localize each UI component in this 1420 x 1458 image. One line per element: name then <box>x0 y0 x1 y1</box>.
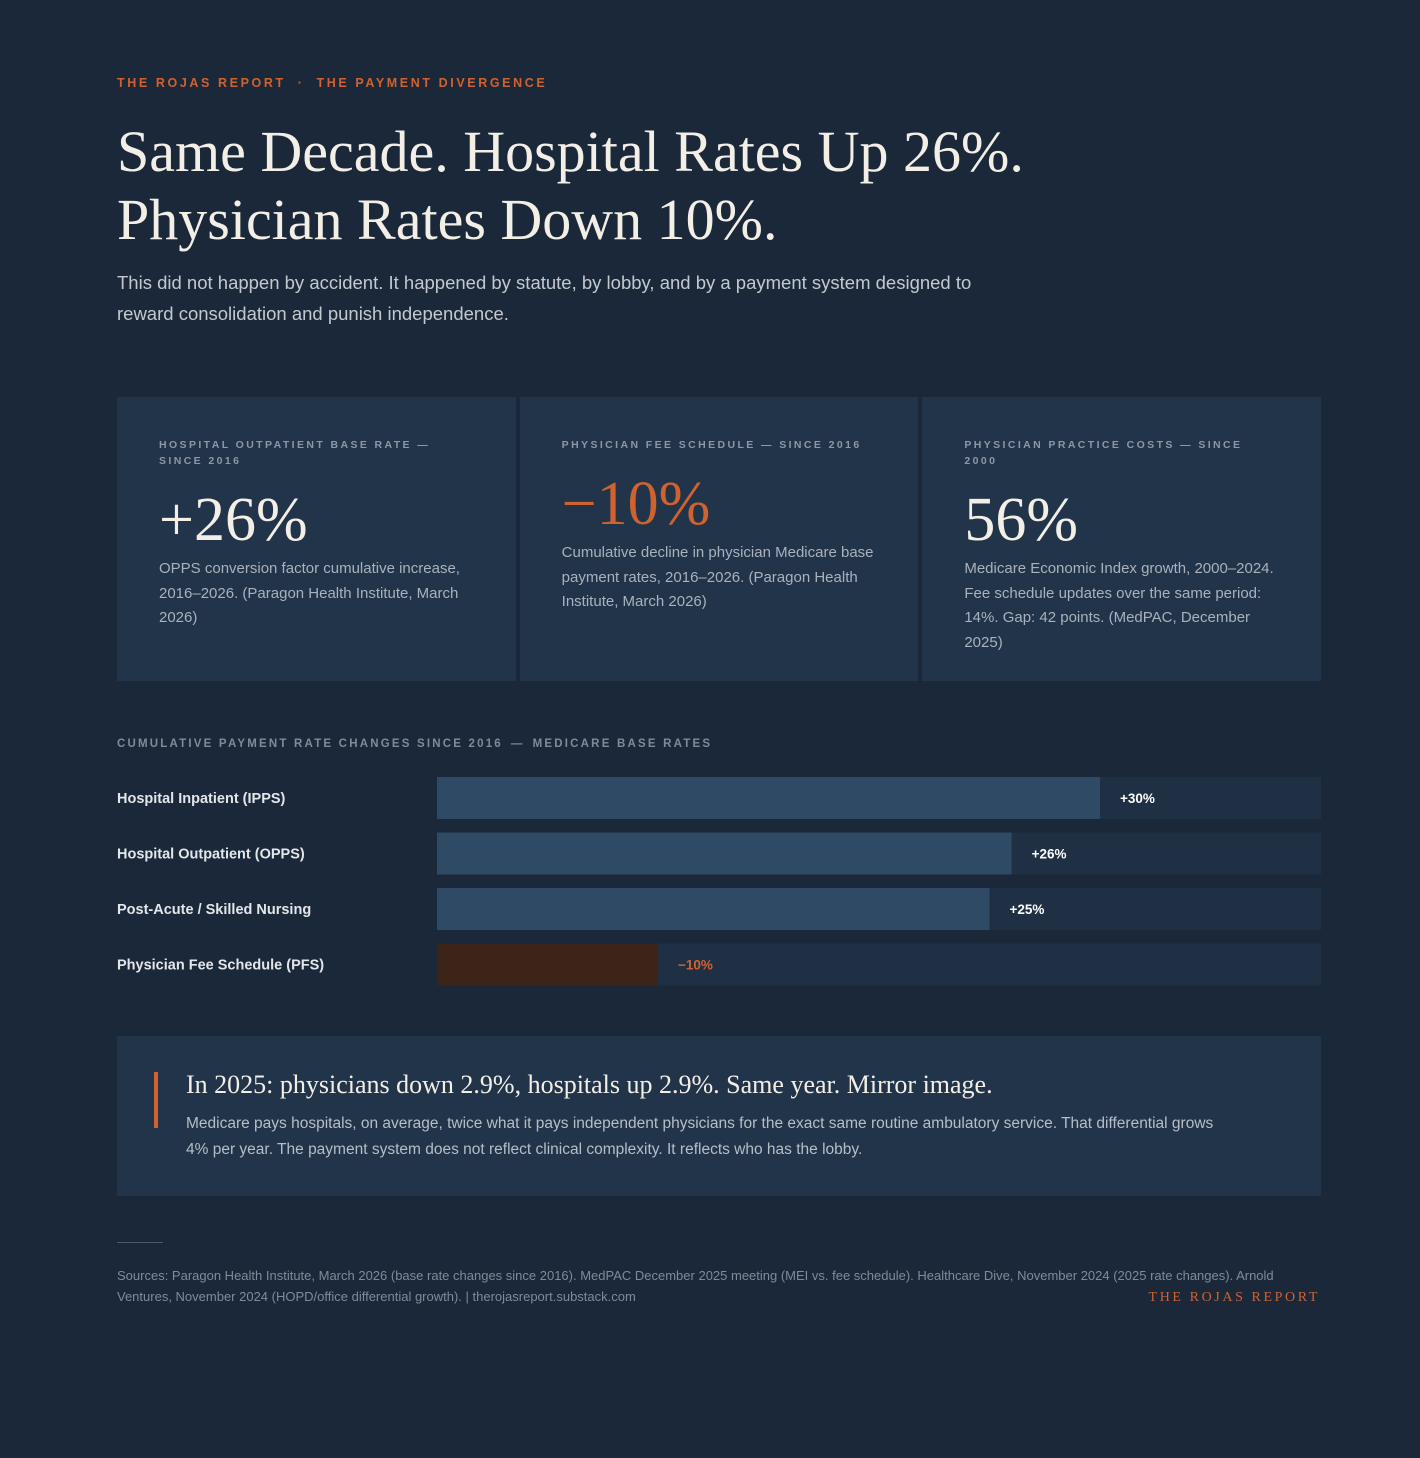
stat-card-practice-costs: PHYSICIAN PRACTICE COSTS — SINCE 2000 56… <box>922 397 1322 681</box>
kicker-separator: · <box>297 76 305 90</box>
chart-title: CUMULATIVE PAYMENT RATE CHANGES SINCE 20… <box>117 738 712 750</box>
sources-note: Sources: Paragon Health Institute, March… <box>117 1268 1274 1304</box>
bar-value <box>437 777 1100 819</box>
chart-title-sub: MEDICARE BASE RATES <box>532 738 713 750</box>
headline-line-2: Physician Rates Down 10%. <box>117 187 778 252</box>
callout-accent-rule <box>154 1072 158 1128</box>
bar-track <box>437 888 1321 930</box>
kicker-publication: THE ROJAS REPORT <box>117 76 286 90</box>
chart-title-dash: — <box>510 738 525 750</box>
brand-wordmark: THE ROJAS REPORT <box>1148 1290 1320 1305</box>
stat-description: Cumulative decline in physician Medicare… <box>561 544 874 610</box>
stat-value: −10% <box>561 470 711 538</box>
kicker-section: THE PAYMENT DIVERGENCE <box>316 76 548 90</box>
stat-label: PHYSICIAN FEE SCHEDULE — SINCE 2016 <box>561 439 862 451</box>
dek: This did not happen by accident. It happ… <box>117 272 972 324</box>
bar-track <box>437 943 1321 986</box>
stat-description: Medicare Economic Index growth, 2000–202… <box>964 560 1274 651</box>
bar-value-label: +26% <box>1032 847 1067 862</box>
bar-category-label: Post-Acute / Skilled Nursing <box>117 902 311 918</box>
kicker: THE ROJAS REPORT · THE PAYMENT DIVERGENCE <box>117 76 547 90</box>
bar-value <box>437 943 658 986</box>
stat-label: PHYSICIAN PRACTICE COSTS — SINCE 2000 <box>964 439 1243 467</box>
headline: Same Decade. Hospital Rates Up 26%. Phys… <box>117 118 1217 254</box>
stat-value: +26% <box>159 486 308 554</box>
stat-description: OPPS conversion factor cumulative increa… <box>159 560 460 626</box>
bar-value <box>437 832 1012 875</box>
bar-value-label: +25% <box>1010 902 1045 917</box>
bar-value <box>437 888 990 930</box>
callout-body: Medicare pays hospitals, on average, twi… <box>186 1115 1214 1158</box>
stat-cards: HOSPITAL OUTPATIENT BASE RATE — SINCE 20… <box>117 397 1322 681</box>
bar-value-label: +30% <box>1120 791 1155 806</box>
callout-box: In 2025: physicians down 2.9%, hospitals… <box>117 1036 1321 1196</box>
callout-heading: In 2025: physicians down 2.9%, hospitals… <box>186 1070 993 1099</box>
stat-label: HOSPITAL OUTPATIENT BASE RATE — SINCE 20… <box>159 439 431 467</box>
bar-category-label: Hospital Inpatient (IPPS) <box>117 791 286 807</box>
stat-card-physician-fee-schedule: PHYSICIAN FEE SCHEDULE — SINCE 2016 −10%… <box>519 397 919 681</box>
bar-track <box>437 832 1321 875</box>
headline-line-1: Same Decade. Hospital Rates Up 26%. <box>117 119 1024 184</box>
footer-divider <box>117 1242 163 1243</box>
stat-value: 56% <box>964 486 1078 554</box>
stat-card-hospital-outpatient: HOSPITAL OUTPATIENT BASE RATE — SINCE 20… <box>117 397 516 681</box>
bar-track <box>437 777 1321 819</box>
bar-value-label: −10% <box>678 958 713 973</box>
bar-category-label: Physician Fee Schedule (PFS) <box>117 958 324 974</box>
chart-title-main: CUMULATIVE PAYMENT RATE CHANGES SINCE 20… <box>117 738 503 750</box>
bar-category-label: Hospital Outpatient (OPPS) <box>117 847 305 863</box>
